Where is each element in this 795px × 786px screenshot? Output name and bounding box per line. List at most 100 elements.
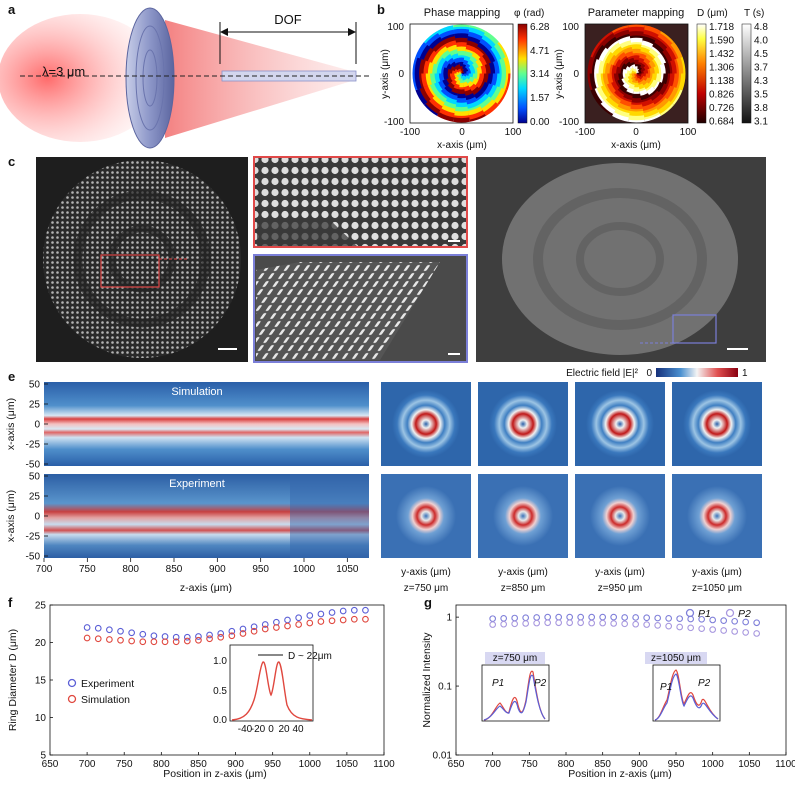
f-point-experiment (183, 633, 191, 641)
efield-colorbar-title: Electric field |E|² (566, 368, 639, 379)
g-point-p2 (489, 621, 497, 628)
f-point-experiment (261, 621, 269, 628)
f-point-simulation (150, 638, 158, 646)
phase-y-tick: -100 (384, 117, 404, 128)
sem-spiral-groove (533, 188, 707, 330)
g-point-p1 (610, 613, 618, 621)
phase-cb-tick: 6.28 (530, 22, 550, 33)
f-point-experiment (284, 616, 291, 624)
f-point-simulation (217, 633, 225, 641)
f-point-experiment (328, 609, 336, 616)
metalens-disc (125, 7, 175, 149)
f-inset-frame (229, 644, 314, 722)
param-x-tick: 100 (680, 127, 697, 138)
e-y-tick: -25 (26, 532, 41, 543)
f-x-tick: 800 (153, 759, 170, 770)
g-point-p2 (720, 627, 728, 634)
phase-segment (461, 71, 465, 74)
g-x-tick: 1050 (738, 759, 761, 770)
f-inset-y-tick: 0.5 (213, 686, 227, 697)
f-point-experiment (239, 625, 247, 633)
g-point-p2 (621, 620, 629, 628)
g-point-p2 (709, 626, 717, 633)
phase-x-tick: 100 (505, 127, 522, 138)
metalens-ring-2 (142, 49, 158, 107)
f-point-simulation (206, 635, 213, 643)
t-colorbar-tick: 4.3 (754, 76, 768, 87)
f-point-experiment (150, 632, 158, 640)
param-y-tick: 100 (562, 22, 579, 33)
e-x-ticks: 700 750 800 850 900 950 1000 1050 (36, 558, 359, 575)
panel-c: c (8, 154, 468, 363)
f-point-experiment (217, 630, 225, 637)
g-inset2-p2: P2 (698, 678, 711, 689)
panel-f: f 650 700 750 800 850 900 950 1000 1050 1100 5 10 15… (7, 595, 395, 780)
f-point-experiment (206, 631, 213, 639)
f-point-simulation (295, 621, 302, 628)
exp-cross-section-ring (396, 486, 456, 546)
param-segment (633, 73, 637, 76)
g-point-p1 (511, 614, 519, 622)
g-inset1-label: z=750 μm (493, 653, 537, 664)
metalens-ring-1 (135, 25, 165, 131)
g-y-tick: 1 (446, 613, 452, 624)
param-segment (633, 71, 637, 74)
g-point-p1 (533, 614, 541, 621)
f-point-experiment (128, 629, 135, 637)
phase-cb-tick: 1.57 (530, 93, 550, 104)
experiment-map-fade (290, 474, 369, 558)
f-inset-x-tick: -20 (251, 724, 266, 735)
phase-title: Phase mapping (424, 7, 500, 19)
f-y-tick: 15 (35, 676, 47, 687)
g-point-p1 (654, 614, 662, 622)
f-point-experiment (317, 610, 325, 618)
phase-ylabel: y-axis (μm) (380, 49, 391, 99)
param-ylabel: y-axis (μm) (554, 49, 565, 99)
g-point-p2 (753, 630, 761, 637)
g-point-p1 (753, 619, 761, 627)
g-inset1-tag (485, 652, 545, 664)
g-point-p2 (599, 619, 607, 627)
g-x-tick: 650 (448, 759, 465, 770)
phase-spiral-map (412, 24, 511, 123)
sim-cross-section-ring (683, 390, 751, 458)
f-inset-x-tick: 0 (268, 724, 274, 735)
legend-marker-experiment (67, 678, 77, 688)
param-segment (634, 71, 637, 74)
sim-label: Simulation (171, 386, 222, 398)
f-point-simulation (339, 616, 347, 624)
dof-arrowhead-right (348, 28, 356, 36)
f-x-tick: 1050 (336, 759, 359, 770)
phase-x-tick: -100 (400, 127, 420, 138)
phase-segment (461, 73, 462, 77)
panel-a: a DOF λ=3 μm (0, 2, 372, 149)
exp-label: Experiment (169, 478, 225, 490)
e-y-tick: 0 (34, 420, 40, 431)
f-inset-x-tick: 40 (292, 724, 304, 735)
f-x-tick: 1100 (373, 759, 395, 770)
phase-segment (458, 71, 462, 74)
d-colorbar-tick: 1.138 (709, 76, 734, 87)
g-inset2-sim (654, 669, 719, 721)
t-colorbar (741, 23, 752, 124)
g-plot-frame (455, 604, 787, 756)
f-point-simulation (106, 636, 113, 643)
cross-section-xlabel: y-axis (μm) (498, 567, 548, 578)
e-y-tick: 50 (29, 472, 41, 483)
g-point-p2 (511, 620, 519, 628)
wavelength-label: λ=3 μm (42, 64, 85, 79)
sim-cross-section-ring (489, 390, 557, 458)
cross-section-xlabel: y-axis (μm) (692, 567, 742, 578)
f-point-simulation (362, 615, 369, 623)
g-x-tick: 900 (631, 759, 648, 770)
g-inset1-sim (483, 670, 546, 721)
legend-marker-p1 (685, 608, 695, 618)
f-point-experiment (250, 623, 258, 631)
legend-marker-simulation (67, 694, 77, 704)
panel-label-c: c (8, 154, 15, 169)
f-point-simulation (117, 636, 124, 644)
g-x-tick: 750 (521, 759, 538, 770)
d-colorbar-tick: 0.726 (709, 103, 734, 114)
